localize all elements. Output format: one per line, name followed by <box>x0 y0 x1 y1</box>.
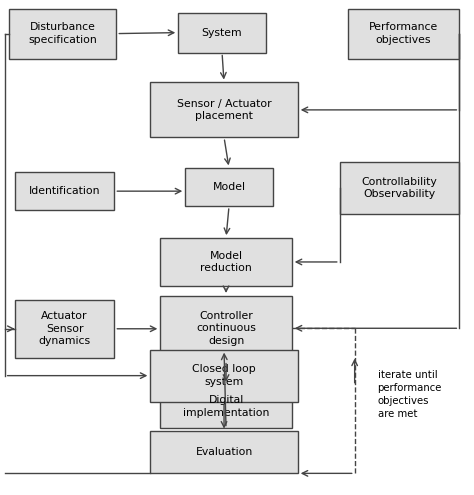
FancyBboxPatch shape <box>160 238 292 286</box>
Text: iterate until
performance
objectives
are met: iterate until performance objectives are… <box>378 370 442 419</box>
FancyBboxPatch shape <box>178 13 266 52</box>
FancyBboxPatch shape <box>150 349 298 401</box>
FancyBboxPatch shape <box>160 385 292 429</box>
Text: Actuator
Sensor
dynamics: Actuator Sensor dynamics <box>38 311 91 346</box>
FancyBboxPatch shape <box>15 300 114 358</box>
Text: Digital
implementation: Digital implementation <box>183 396 269 418</box>
Text: Identification: Identification <box>29 186 100 196</box>
FancyBboxPatch shape <box>185 168 273 206</box>
FancyBboxPatch shape <box>9 9 116 58</box>
Text: Sensor / Actuator
placement: Sensor / Actuator placement <box>177 99 271 121</box>
Text: Model
reduction: Model reduction <box>200 251 252 273</box>
FancyBboxPatch shape <box>347 9 459 58</box>
Text: Closed loop
system: Closed loop system <box>192 364 256 387</box>
FancyBboxPatch shape <box>150 432 298 473</box>
Text: Controllability
Observability: Controllability Observability <box>362 177 438 199</box>
FancyBboxPatch shape <box>15 172 114 210</box>
Text: Performance
objectives: Performance objectives <box>369 22 438 45</box>
FancyBboxPatch shape <box>150 83 298 137</box>
Text: Controller
continuous
design: Controller continuous design <box>196 311 256 346</box>
FancyBboxPatch shape <box>160 296 292 361</box>
Text: Disturbance
specification: Disturbance specification <box>28 22 97 45</box>
Text: Model: Model <box>212 182 246 192</box>
Text: System: System <box>202 28 242 38</box>
Text: Evaluation: Evaluation <box>195 447 253 457</box>
FancyBboxPatch shape <box>340 162 459 214</box>
